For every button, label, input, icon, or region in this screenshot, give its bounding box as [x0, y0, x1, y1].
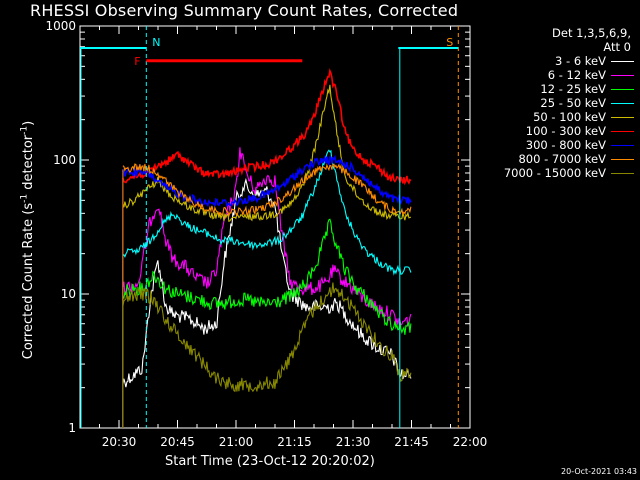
legend-entry: 25 - 50 keV	[478, 96, 638, 110]
marker-label-n: N	[152, 36, 160, 49]
legend-entry: 3 - 6 keV	[478, 54, 638, 68]
legend-swatch	[611, 144, 634, 146]
legend-entry: 6 - 12 keV	[478, 68, 638, 82]
legend-swatch	[611, 102, 634, 104]
legend-label: 50 - 100 keV	[533, 110, 606, 124]
legend-label: 3 - 6 keV	[555, 54, 606, 68]
y-tick-label: 100	[53, 153, 76, 167]
x-tick-label: 20:45	[160, 435, 195, 449]
legend-entry: 12 - 25 keV	[478, 82, 638, 96]
flare-label: F	[134, 55, 140, 68]
series-line-7	[122, 154, 412, 208]
legend: Det 1,3,5,6,9, Att 0 3 - 6 keV 6 - 12 keV…	[478, 26, 638, 180]
chart-title: RHESSI Observing Summary Count Rates, Co…	[30, 1, 459, 20]
y-axis-label-text: Corrected Count Rate (s-1 detector-1)	[19, 120, 37, 360]
legend-entry: 300 - 800 keV	[478, 138, 638, 152]
series-line-8	[122, 163, 412, 218]
x-tick-label: 21:15	[277, 435, 312, 449]
legend-swatch	[611, 74, 634, 76]
legend-entry: 50 - 100 keV	[478, 110, 638, 124]
series-line-1	[122, 177, 412, 388]
legend-detectors: Det 1,3,5,6,9,	[552, 26, 631, 40]
y-tick-label: 1	[68, 421, 76, 435]
x-tick-label: 21:30	[336, 435, 371, 449]
series-line-9	[122, 282, 412, 393]
legend-swatch	[611, 130, 634, 132]
x-tick-label: 20:30	[102, 435, 137, 449]
legend-label: 100 - 300 keV	[525, 124, 606, 138]
legend-swatch	[611, 88, 634, 90]
x-tick-label: 21:00	[219, 435, 254, 449]
x-tick-label: 21:45	[394, 435, 429, 449]
legend-entry: 800 - 7000 keV	[478, 152, 638, 166]
y-axis-label: Corrected Count Rate (s-1 detector-1)	[20, 121, 36, 359]
legend-label: 6 - 12 keV	[547, 68, 606, 82]
series-line-4	[122, 149, 412, 276]
legend-label: 12 - 25 keV	[540, 82, 606, 96]
legend-label: 300 - 800 keV	[525, 138, 606, 152]
legend-swatch	[611, 172, 634, 174]
legend-swatch	[611, 116, 634, 118]
series-line-3	[122, 218, 412, 335]
x-axis-label: Start Time (23-Oct-12 20:20:02)	[165, 454, 375, 469]
legend-attenuator: Att 0	[603, 40, 631, 54]
series-line-6	[122, 68, 412, 186]
legend-label: 800 - 7000 keV	[518, 152, 606, 166]
series-line-5	[122, 84, 412, 223]
legend-swatch	[611, 60, 634, 62]
legend-label: 7000 - 15000 keV	[503, 166, 606, 180]
marker-label-s: S	[446, 36, 453, 49]
x-tick-label: 22:00	[453, 435, 488, 449]
legend-swatch	[611, 158, 634, 160]
legend-label: 25 - 50 keV	[540, 96, 606, 110]
series-group	[122, 68, 412, 428]
legend-entry: 100 - 300 keV	[478, 124, 638, 138]
timestamp-footer: 20-Oct-2021 03:43	[561, 467, 637, 476]
y-tick-label: 10	[61, 287, 76, 301]
y-tick-label: 1000	[45, 19, 76, 33]
legend-entry: 7000 - 15000 keV	[478, 166, 638, 180]
